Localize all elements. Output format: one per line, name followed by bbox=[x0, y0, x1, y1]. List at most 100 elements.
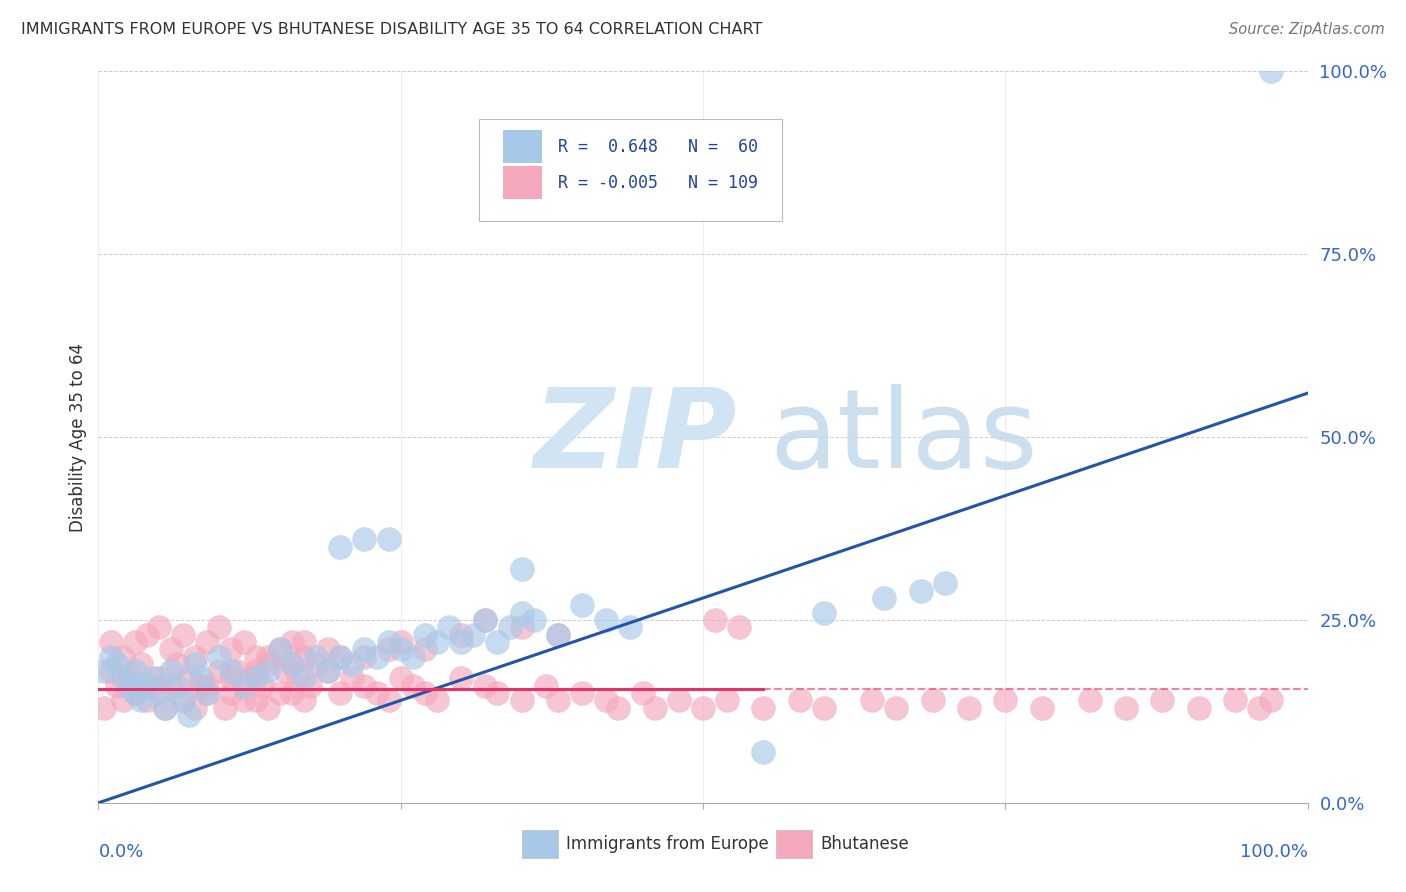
Point bbox=[692, 700, 714, 714]
Point bbox=[172, 693, 194, 707]
Point bbox=[450, 627, 472, 641]
Point bbox=[547, 693, 569, 707]
Point bbox=[129, 693, 152, 707]
Point bbox=[813, 700, 835, 714]
Text: 0.0%: 0.0% bbox=[98, 843, 143, 861]
Point bbox=[342, 672, 364, 686]
Point bbox=[886, 700, 908, 714]
Point bbox=[269, 642, 291, 657]
Point bbox=[619, 620, 641, 634]
Point bbox=[1188, 700, 1211, 714]
Point bbox=[221, 664, 243, 678]
Point bbox=[921, 693, 943, 707]
Point bbox=[377, 693, 399, 707]
Point bbox=[607, 700, 630, 714]
Text: Source: ZipAtlas.com: Source: ZipAtlas.com bbox=[1229, 22, 1385, 37]
Point bbox=[389, 635, 412, 649]
Point bbox=[93, 700, 115, 714]
Point bbox=[221, 686, 243, 700]
Point bbox=[226, 664, 249, 678]
Point bbox=[547, 627, 569, 641]
Point bbox=[232, 679, 254, 693]
Point bbox=[402, 649, 425, 664]
Point bbox=[105, 657, 128, 671]
Point bbox=[281, 686, 304, 700]
Point bbox=[100, 649, 122, 664]
Point bbox=[100, 664, 122, 678]
Point bbox=[752, 700, 775, 714]
Point bbox=[377, 635, 399, 649]
Point bbox=[474, 679, 496, 693]
Point bbox=[221, 642, 243, 657]
Point bbox=[486, 686, 509, 700]
Point bbox=[437, 620, 460, 634]
Point bbox=[214, 700, 236, 714]
Point bbox=[305, 657, 328, 671]
Bar bbox=[776, 830, 811, 858]
Point bbox=[195, 686, 218, 700]
Point bbox=[1260, 693, 1282, 707]
Point bbox=[305, 649, 328, 664]
Point bbox=[208, 649, 231, 664]
Text: R = -0.005   N = 109: R = -0.005 N = 109 bbox=[558, 174, 758, 192]
Bar bbox=[503, 167, 543, 199]
Point bbox=[957, 700, 980, 714]
Bar bbox=[522, 830, 558, 858]
Point bbox=[789, 693, 811, 707]
Point bbox=[316, 642, 339, 657]
Point bbox=[179, 708, 201, 723]
Point bbox=[166, 657, 188, 671]
Point bbox=[195, 635, 218, 649]
Point bbox=[353, 642, 375, 657]
Point bbox=[292, 635, 315, 649]
Point bbox=[413, 642, 436, 657]
Point bbox=[135, 679, 157, 693]
Point bbox=[148, 672, 170, 686]
Point bbox=[934, 576, 956, 591]
Point bbox=[389, 672, 412, 686]
Point bbox=[111, 693, 134, 707]
Point bbox=[105, 679, 128, 693]
Point bbox=[498, 620, 520, 634]
Point bbox=[1078, 693, 1101, 707]
Point bbox=[1260, 64, 1282, 78]
Point bbox=[184, 700, 207, 714]
Point bbox=[426, 693, 449, 707]
FancyBboxPatch shape bbox=[479, 119, 782, 221]
Text: ZIP: ZIP bbox=[534, 384, 737, 491]
Point bbox=[100, 635, 122, 649]
Point bbox=[534, 679, 557, 693]
Point bbox=[172, 627, 194, 641]
Point bbox=[474, 613, 496, 627]
Point bbox=[274, 664, 297, 678]
Y-axis label: Disability Age 35 to 64: Disability Age 35 to 64 bbox=[69, 343, 87, 532]
Point bbox=[281, 657, 304, 671]
Point bbox=[245, 649, 267, 664]
Point bbox=[571, 686, 593, 700]
Point bbox=[208, 620, 231, 634]
Point bbox=[366, 649, 388, 664]
Point bbox=[413, 686, 436, 700]
Point bbox=[728, 620, 751, 634]
Point bbox=[239, 672, 262, 686]
Point bbox=[595, 693, 617, 707]
Point bbox=[1152, 693, 1174, 707]
Point bbox=[644, 700, 666, 714]
Point bbox=[716, 693, 738, 707]
Point bbox=[269, 686, 291, 700]
Point bbox=[329, 540, 352, 554]
Text: 100.0%: 100.0% bbox=[1240, 843, 1308, 861]
Point bbox=[668, 693, 690, 707]
Point bbox=[1031, 700, 1053, 714]
Point bbox=[256, 664, 278, 678]
Point bbox=[190, 672, 212, 686]
Point bbox=[1223, 693, 1246, 707]
Point bbox=[93, 664, 115, 678]
Point bbox=[510, 606, 533, 620]
Point bbox=[166, 679, 188, 693]
Point bbox=[292, 693, 315, 707]
Point bbox=[124, 686, 146, 700]
Point bbox=[994, 693, 1017, 707]
Bar bbox=[503, 130, 543, 163]
Text: IMMIGRANTS FROM EUROPE VS BHUTANESE DISABILITY AGE 35 TO 64 CORRELATION CHART: IMMIGRANTS FROM EUROPE VS BHUTANESE DISA… bbox=[21, 22, 762, 37]
